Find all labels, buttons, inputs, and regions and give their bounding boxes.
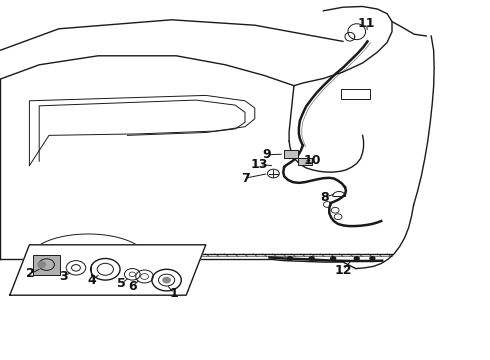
Text: 6: 6: [128, 280, 137, 293]
Circle shape: [370, 257, 375, 260]
Circle shape: [38, 262, 46, 267]
Text: 13: 13: [251, 158, 269, 171]
Bar: [298, 158, 312, 165]
Circle shape: [309, 257, 314, 260]
Circle shape: [331, 257, 336, 260]
Text: 5: 5: [117, 277, 126, 290]
Text: 10: 10: [304, 154, 321, 167]
Text: 11: 11: [358, 17, 375, 30]
Text: 2: 2: [26, 267, 35, 280]
Bar: [33, 255, 60, 275]
Text: 7: 7: [241, 172, 249, 185]
Circle shape: [354, 257, 359, 260]
Text: 12: 12: [334, 264, 352, 276]
Bar: [341, 89, 370, 99]
Text: 3: 3: [59, 270, 68, 283]
Text: 4: 4: [88, 274, 97, 287]
Circle shape: [288, 257, 293, 260]
Bar: [284, 150, 298, 158]
Text: 9: 9: [263, 148, 271, 161]
Circle shape: [163, 277, 171, 283]
Text: 1: 1: [170, 287, 178, 300]
Text: 8: 8: [320, 191, 329, 204]
Polygon shape: [10, 245, 206, 295]
